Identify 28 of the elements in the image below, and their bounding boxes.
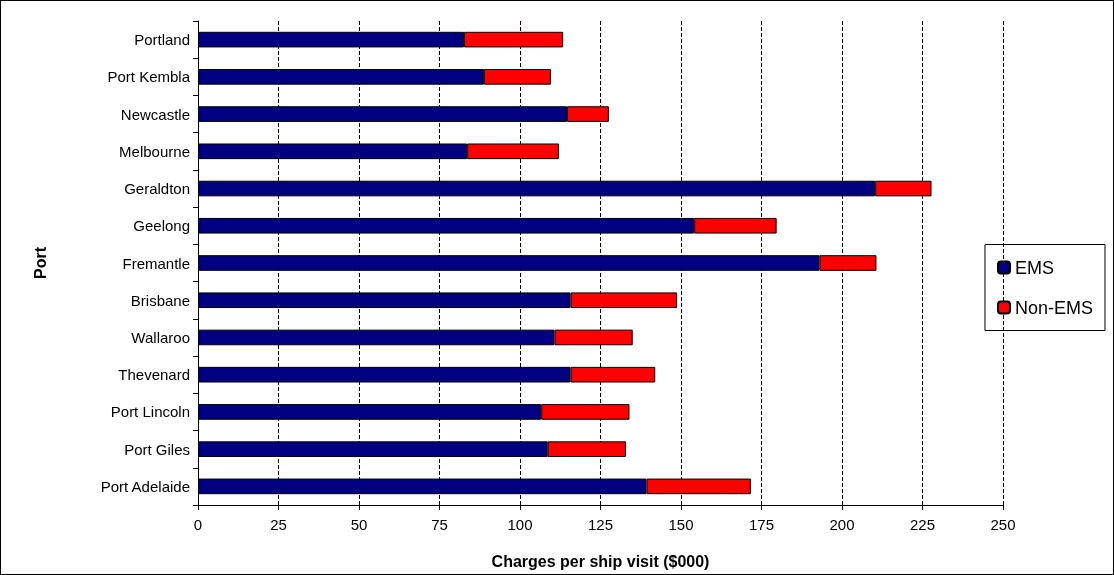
x-tick-label: 175 <box>748 516 775 533</box>
legend-label: Non-EMS <box>1014 297 1094 318</box>
y-tick-label: Port Kembla <box>107 68 191 86</box>
x-tick-label: 200 <box>829 516 855 533</box>
x-tick-label: 125 <box>587 516 614 533</box>
x-tick-label: 150 <box>668 516 694 533</box>
x-tick-label: 0 <box>193 516 203 533</box>
y-tick-label: Geelong <box>133 217 190 235</box>
y-tick-label: Fremantle <box>122 254 190 272</box>
y-tick-label: Thevenard <box>118 366 190 384</box>
y-tick-label: Portland <box>134 31 190 49</box>
x-tick-label: 25 <box>270 516 287 533</box>
x-tick-label: 250 <box>990 516 1016 533</box>
y-tick-label: Port Lincoln <box>110 403 190 421</box>
x-tick-label: 225 <box>909 516 936 533</box>
x-tick-label: 75 <box>431 516 448 533</box>
y-tick-label: Port Adelaide <box>100 477 190 495</box>
y-tick-label: Brisbane <box>130 291 190 309</box>
legend-label: EMS <box>1014 257 1054 278</box>
y-axis-title: Port <box>31 246 49 279</box>
x-tick-label: 50 <box>350 516 368 533</box>
y-tick-label: Wallaroo <box>131 328 190 346</box>
y-tick-label: Newcastle <box>120 105 190 123</box>
x-axis-title: Charges per ship visit ($000) <box>491 552 710 570</box>
x-tick-label: 100 <box>507 516 533 533</box>
y-tick-label: Geraldton <box>124 180 190 198</box>
y-tick-label: Port Giles <box>124 440 190 458</box>
y-tick-label: Melbourne <box>119 142 190 160</box>
